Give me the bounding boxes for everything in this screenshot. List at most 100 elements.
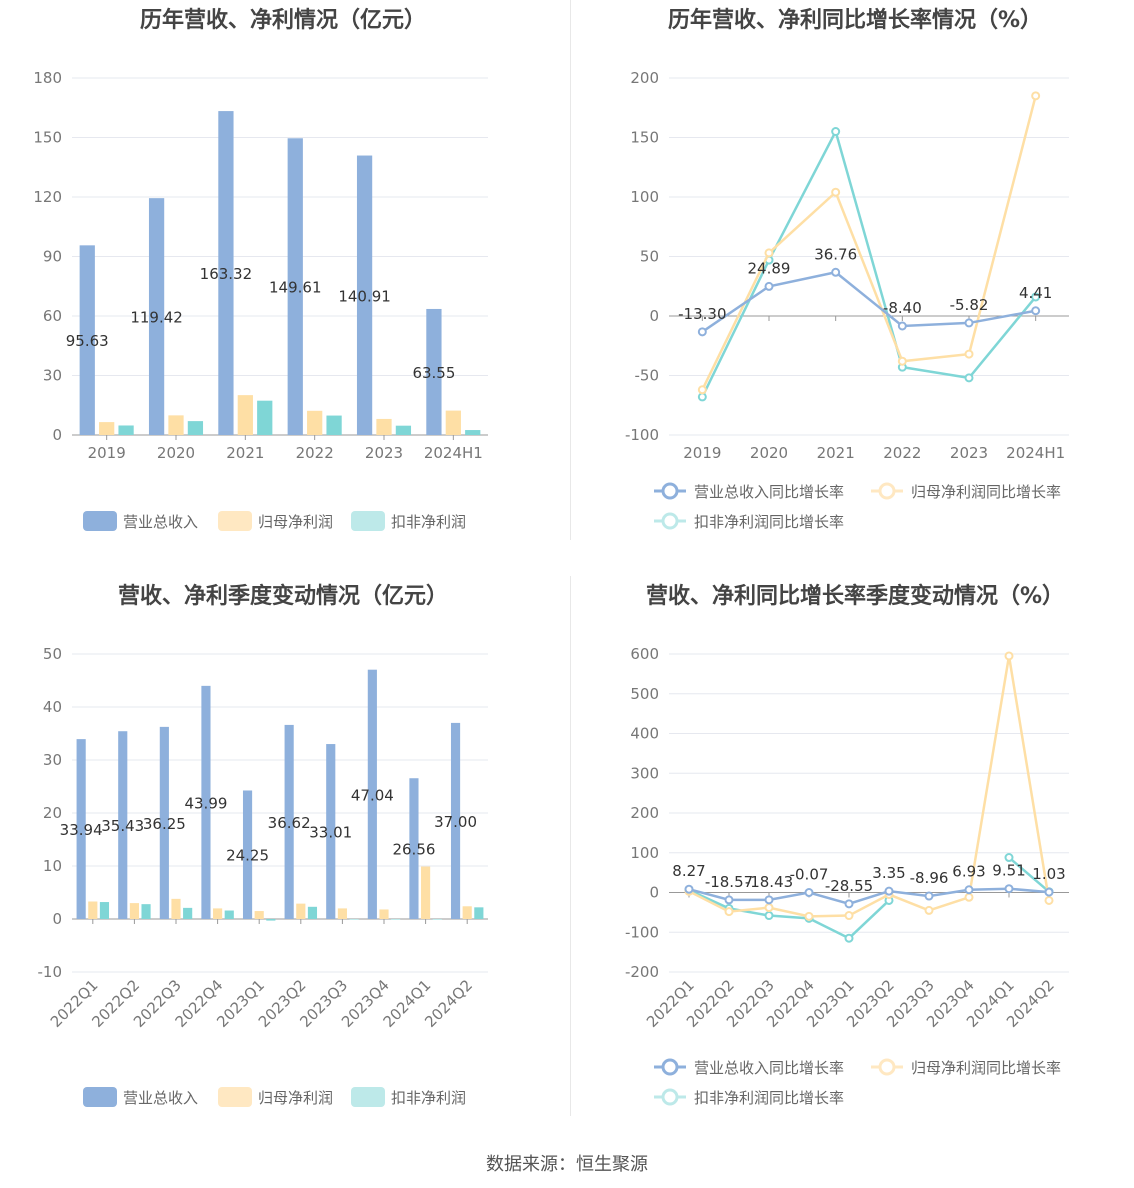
data-source-footer: 数据来源：恒生聚源: [486, 1154, 648, 1175]
y-tick-label: 0: [649, 884, 659, 902]
series-line-营业总收入同比增长率: [688, 887, 1050, 906]
data-point: [964, 318, 974, 328]
series-line-扣非净利润同比增长率: [688, 856, 1050, 940]
data-point: [844, 911, 854, 921]
bar-扣非净利润: [349, 919, 359, 920]
bar-营业总收入: [426, 308, 442, 435]
legend-swatch: [83, 511, 117, 531]
data-point: [1004, 651, 1014, 661]
y-tick-label: 400: [630, 725, 659, 743]
data-point: [831, 187, 841, 197]
y-tick-label: 10: [43, 857, 62, 875]
legend-marker: [661, 512, 679, 530]
chart-quarterly-growth: -200-10001002003004005006002022Q12022Q22…: [625, 645, 1069, 1107]
data-point: [924, 905, 934, 915]
data-point: [964, 373, 974, 383]
data-label: 163.32: [200, 265, 253, 283]
bar-归母净利润: [168, 415, 184, 435]
data-label: 8.27: [672, 862, 705, 880]
data-point: [1044, 887, 1054, 897]
data-point: [1044, 895, 1054, 905]
bar-扣非净利润: [266, 919, 276, 921]
legend-label: 扣非净利润: [391, 513, 466, 531]
data-point: [764, 903, 774, 913]
legend-label: 归母净利润: [258, 1089, 333, 1107]
bar-扣非净利润: [395, 425, 412, 435]
y-tick-label: 0: [52, 426, 62, 444]
bar-归母净利润: [99, 422, 115, 435]
bar-归母净利润: [129, 903, 139, 919]
bar-扣非净利润: [141, 904, 151, 919]
data-point: [831, 267, 841, 277]
bar-归母净利润: [88, 901, 98, 919]
bar-扣非净利润: [187, 421, 204, 435]
bar-归母净利润: [237, 395, 253, 435]
vertical-divider-top: [570, 0, 571, 540]
data-point: [764, 911, 774, 921]
data-label: 36.76: [814, 245, 857, 263]
legend-marker: [878, 482, 896, 500]
chart-annual-growth: -100 -50 0 50 100 150 200 2019 2020 2021 2022 2023 2…: [625, 69, 1069, 531]
data-point: [897, 356, 907, 366]
legend-label: 扣非净利润: [391, 1089, 466, 1107]
y-tick-label: 20: [43, 804, 62, 822]
y-tick-label: 100: [630, 844, 659, 862]
data-point: [697, 392, 707, 402]
bar-扣非净利润: [465, 430, 481, 435]
y-tick-label: -10: [38, 963, 63, 981]
legend-label: 营业总收入: [123, 513, 198, 531]
bar-归母净利润: [445, 410, 461, 435]
x-tick-label: 2020: [157, 444, 195, 462]
bar-归母净利润: [213, 908, 223, 919]
data-label: 24.25: [226, 847, 269, 865]
legend-label: 营业总收入同比增长率: [694, 483, 844, 501]
y-tick-label: 150: [33, 129, 62, 147]
y-tick-label: 300: [630, 764, 659, 782]
chart-title: 营收、净利季度变动情况（亿元）: [117, 584, 448, 609]
legend-label: 扣非净利润同比增长率: [694, 513, 844, 531]
data-label: 43.99: [184, 794, 227, 812]
data-label: -28.55: [825, 877, 873, 895]
bar-归母净利润: [462, 906, 472, 919]
series-line-归母净利润同比增长率: [688, 655, 1051, 918]
data-point: [964, 892, 974, 902]
legend-marker: [661, 482, 679, 500]
legend-label: 归母净利润: [258, 513, 333, 531]
data-label: 26.56: [392, 841, 435, 859]
bar-扣非净利润: [118, 425, 134, 435]
data-label: -0.07: [790, 866, 829, 884]
x-tick-label: 2022: [883, 444, 921, 462]
chart-annual-bars: 0 30 60 90 120 150 180 2019 2020 2021 2022 2023 2024…: [33, 69, 488, 531]
legend-swatch: [218, 511, 252, 531]
data-point: [897, 321, 907, 331]
bar-扣非净利润: [326, 415, 342, 435]
x-tick-label: 2023: [365, 444, 403, 462]
data-label: 24.89: [748, 259, 791, 277]
data-label: 35.43: [101, 817, 144, 835]
bar-扣非净利润: [224, 910, 234, 919]
bar-营业总收入: [356, 155, 373, 435]
legend-swatch: [218, 1087, 252, 1107]
y-tick-label: 50: [43, 645, 62, 663]
data-label: -8.40: [883, 299, 922, 317]
panel-quarterly-growth: 营收、净利同比增长率季度变动情况（%） -200 -100 0 100 200 300 40…: [576, 576, 1134, 1136]
bar-归母净利润: [296, 903, 306, 919]
legend-label: 归母净利润同比增长率: [911, 483, 1061, 501]
data-label: 3.35: [872, 864, 905, 882]
series-line-营业总收入同比增长率: [701, 270, 1036, 333]
bar-营业总收入: [450, 722, 461, 919]
data-label: -13.30: [678, 305, 726, 323]
bar-扣非净利润: [474, 907, 484, 919]
y-tick-label: 0: [649, 307, 659, 325]
data-point: [1031, 306, 1041, 316]
data-point: [804, 888, 814, 898]
y-tick-label: 40: [43, 698, 62, 716]
bar-归母净利润: [171, 898, 181, 919]
data-point: [1004, 884, 1014, 894]
data-point: [804, 911, 814, 921]
bar-归母净利润: [307, 410, 323, 435]
bar-归母净利润: [421, 866, 431, 919]
y-tick-label: 0: [52, 910, 62, 928]
legend-label: 营业总收入: [123, 1089, 198, 1107]
series-line-归母净利润同比增长率: [701, 95, 1037, 391]
